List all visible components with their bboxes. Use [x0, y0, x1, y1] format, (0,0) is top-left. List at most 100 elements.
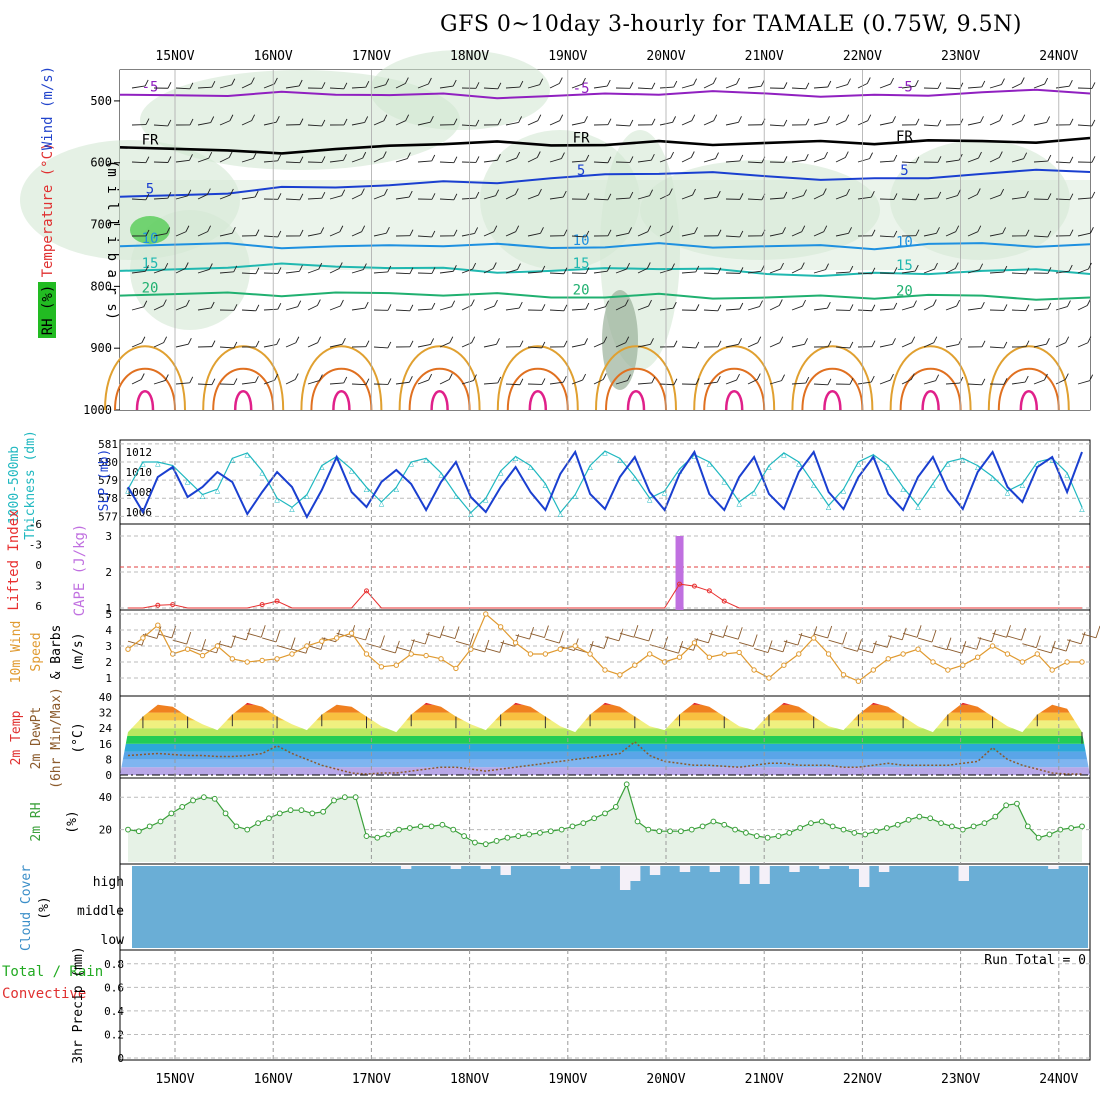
wind10-point [1049, 667, 1055, 673]
wind-barb-flag [955, 225, 960, 232]
wind-barb [857, 381, 872, 385]
wind10-barb-flag [752, 634, 758, 647]
wind-barb-flag [536, 151, 541, 158]
wind10-point [810, 635, 817, 641]
wind-barb [395, 309, 410, 312]
wind-barb-flag [1047, 267, 1052, 274]
wind10-barb-flag [767, 640, 773, 653]
wind-barb [1055, 270, 1070, 274]
wind-barb [703, 196, 718, 200]
wind-barb [725, 83, 737, 89]
wind10-barb-flag [439, 625, 445, 639]
wind10-point [870, 667, 877, 673]
wind10-barb-flag [991, 629, 997, 642]
isotherm-label: FR [896, 129, 913, 145]
wind-barb-flag [475, 119, 480, 127]
cloud-gap [709, 866, 721, 872]
wind-barb [351, 269, 364, 274]
slp-tick: 1010 [126, 466, 153, 479]
wind-barb-flag [317, 336, 322, 343]
wind-barb [659, 383, 674, 386]
wind-barb-flag [539, 78, 544, 85]
wind-barb-flag [518, 301, 523, 309]
wind-barb [593, 85, 608, 89]
date-tick-bottom: 15NOV [155, 1072, 194, 1087]
wind-barb-flag [956, 299, 961, 307]
wind-barb-flag [871, 267, 876, 274]
wind-barb [1077, 197, 1092, 200]
wind10-point [1079, 659, 1085, 665]
cloud-gap [560, 866, 571, 869]
rh-point [352, 794, 359, 801]
wind-barb-flag [1020, 77, 1025, 84]
wind-barb-flag [668, 188, 673, 195]
wind10-barb-flag [1095, 625, 1100, 638]
wind10-barb-flag [1050, 640, 1056, 654]
temp-band [120, 728, 1090, 736]
ylabel-cloud-1: Cloud Cover [19, 865, 34, 951]
thickness-point: △ [751, 488, 757, 498]
rh-point [981, 820, 988, 827]
ylabel-wind10-1: 10m Wind [9, 621, 24, 684]
wind-barb-flag [233, 341, 238, 349]
wind-barb [285, 270, 300, 274]
wind-barb [725, 160, 740, 163]
wind-barb [549, 381, 564, 385]
temp-band [120, 743, 1090, 752]
wind-barb [681, 157, 692, 163]
wind-barb [373, 271, 388, 274]
wind-barb-flag [1069, 229, 1074, 236]
wind10-barb [783, 640, 798, 646]
wind10-point [527, 651, 534, 657]
wind-barb-flag [937, 82, 942, 89]
wind-barb-flag [145, 193, 150, 201]
cloud-gap [958, 866, 969, 881]
wind-barb [857, 309, 872, 312]
thickness-point: △ [1064, 470, 1070, 480]
wind-barb [791, 87, 806, 90]
thickness-point: △ [543, 481, 549, 491]
wind-barb-flag [849, 265, 854, 273]
ylabel-thickness-2: Thickness (dm) [23, 430, 38, 540]
wind-barb-flag [606, 264, 611, 272]
rh-point [537, 829, 543, 836]
wind-barb [835, 120, 846, 126]
wind-barb [769, 232, 783, 237]
rh-point [992, 813, 999, 820]
rh-point [862, 831, 869, 838]
wind10-barb-flag [976, 637, 982, 650]
wind10-barb-flag [380, 635, 385, 648]
wind-barb [197, 269, 210, 274]
wind10-point [766, 675, 772, 681]
thickness-point: △ [841, 486, 847, 496]
wind-barb-flag [405, 114, 410, 121]
wind10-barb [917, 637, 933, 643]
precip-tick: 0.6 [104, 981, 124, 994]
rh-legend-swatch [38, 282, 56, 338]
wind10-barb [977, 637, 992, 643]
wind-barb-flag [409, 340, 414, 348]
wind10-barb [873, 642, 888, 648]
wind-barb-flag [471, 336, 476, 343]
precip-tick: 0.4 [104, 1005, 124, 1018]
wind-barb-flag [475, 191, 480, 199]
wind10-barb-flag [260, 625, 266, 638]
y-tick-label: 600 [90, 156, 112, 170]
wind10-barb [232, 635, 247, 641]
wind-barb [681, 232, 695, 237]
wind-barb-flag [1024, 191, 1029, 198]
wind-barb-flag [453, 229, 458, 237]
wind-barb [131, 198, 146, 201]
wind-barb-flag [890, 373, 894, 381]
wind-barb [307, 124, 322, 127]
wind-barb-flag [431, 193, 436, 200]
wind-barb-flag [277, 230, 282, 238]
wind-barb-flag [453, 193, 458, 200]
wind-barb-flag [1025, 304, 1030, 311]
wind-barb-flag [915, 156, 920, 163]
wind-barb [835, 232, 849, 237]
wind10-barb-flag [961, 641, 967, 654]
wind-barb [593, 198, 608, 201]
thickness-point: △ [736, 499, 742, 509]
wind-barb [901, 161, 916, 164]
